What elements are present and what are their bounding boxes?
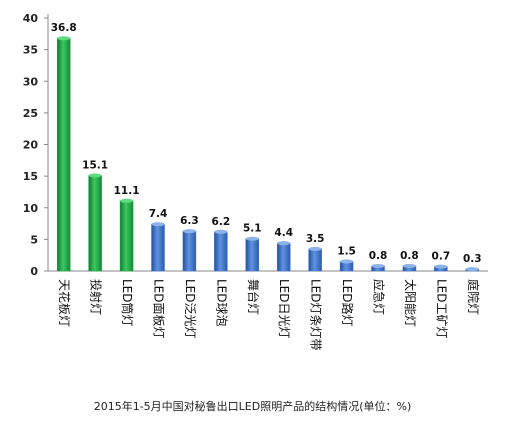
bar-cap: [402, 263, 416, 268]
bar: [88, 175, 102, 272]
data-label: 0.3: [463, 253, 482, 265]
x-tick-label: LED筒灯: [120, 279, 135, 327]
bars: [56, 36, 480, 272]
data-label: 6.3: [180, 215, 199, 227]
bar-cap: [57, 36, 71, 41]
data-label: 4.4: [274, 227, 293, 239]
chart-title: 2015年1-5月中国对秘鲁出口LED照明产品的结构情况(单位：%): [93, 400, 412, 413]
bar: [56, 37, 71, 272]
x-tick-label: LED日光灯: [277, 279, 291, 339]
bar: [151, 223, 165, 272]
bar-cap: [151, 222, 165, 227]
data-label: 3.5: [306, 233, 325, 245]
bar-chart: 0 5 10 15 20 25 30 35 40 36.8 天花板灯 15.1 投射灯 11.1 LED筒…: [23, 12, 488, 351]
bar-cap: [214, 229, 228, 234]
x-tick-label: LED工矿灯: [434, 279, 448, 339]
bar: [119, 200, 134, 272]
y-tick-label: 0: [30, 265, 38, 278]
data-label: 0.7: [432, 251, 451, 263]
bar: [182, 230, 197, 272]
y-tick-label: 20: [23, 139, 39, 152]
y-tick-label: 30: [23, 75, 39, 88]
x-tick-label: LED面板灯: [152, 279, 166, 339]
x-tick-label: LED泛光灯: [183, 279, 197, 339]
bar-cap: [371, 263, 385, 268]
bar: [308, 248, 322, 272]
bar-cap: [182, 229, 196, 234]
x-tick-label: LED灯条灯带: [309, 279, 323, 351]
data-label: 36.8: [51, 22, 77, 34]
data-label: 6.2: [212, 216, 231, 228]
bar-cap: [465, 267, 479, 272]
data-label: 7.4: [149, 208, 168, 220]
data-label: 15.1: [82, 159, 108, 171]
data-label: 5.1: [243, 223, 262, 235]
x-tick-label: 投射灯: [89, 279, 104, 315]
x-tick-label: LED路灯: [340, 279, 355, 327]
x-tick-label: LED球泡: [214, 279, 228, 327]
y-tick-label: 40: [23, 12, 39, 25]
x-tick-label: 舞台灯: [246, 279, 261, 315]
x-tick-label: 应急灯: [372, 279, 387, 315]
y-tick-label: 25: [23, 107, 38, 120]
bar-cap: [88, 173, 102, 178]
y-tick-label: 35: [23, 44, 38, 57]
labels: 36.8 天花板灯 15.1 投射灯 11.1 LED筒灯 7.4 LED面板灯 6.3 LED泛…: [51, 22, 482, 350]
data-label: 0.8: [369, 250, 388, 262]
bar-cap: [120, 198, 134, 203]
y-tick-label: 5: [30, 233, 38, 246]
bar-cap: [340, 259, 354, 264]
y-tick-label: 15: [23, 170, 38, 183]
bar-cap: [245, 236, 259, 241]
x-tick-label: 庭院灯: [466, 279, 481, 315]
bar: [214, 231, 228, 272]
x-tick-label: 天花板灯: [57, 279, 72, 327]
x-tick-label: 太阳能灯: [403, 279, 418, 327]
y-tick-label: 10: [23, 202, 39, 215]
bar-cap: [308, 246, 322, 251]
data-label: 0.8: [400, 250, 419, 262]
bar: [276, 242, 291, 272]
bar: [245, 238, 260, 272]
data-label: 11.1: [114, 185, 140, 197]
data-label: 1.5: [337, 246, 356, 258]
bar-cap: [277, 241, 291, 246]
bar-cap: [434, 264, 448, 269]
